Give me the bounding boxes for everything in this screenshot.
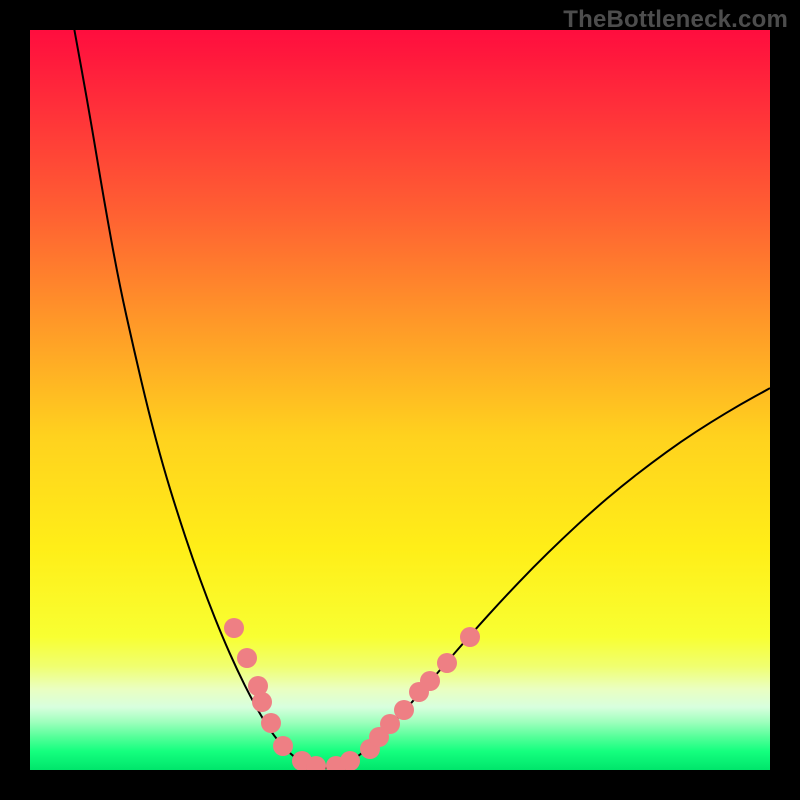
data-marker (252, 692, 272, 712)
watermark-text: TheBottleneck.com (563, 6, 788, 34)
performance-curve (74, 30, 770, 768)
data-marker (224, 618, 244, 638)
data-marker (306, 756, 326, 770)
data-marker (237, 648, 257, 668)
data-marker (261, 713, 281, 733)
data-marker (394, 700, 414, 720)
data-marker (420, 671, 440, 691)
data-marker (340, 751, 360, 770)
data-marker (273, 736, 293, 756)
bottleneck-chart: TheBottleneck.com (0, 0, 800, 800)
data-marker (437, 653, 457, 673)
data-marker (460, 627, 480, 647)
curve-layer (30, 30, 770, 770)
plot-area (30, 30, 770, 770)
